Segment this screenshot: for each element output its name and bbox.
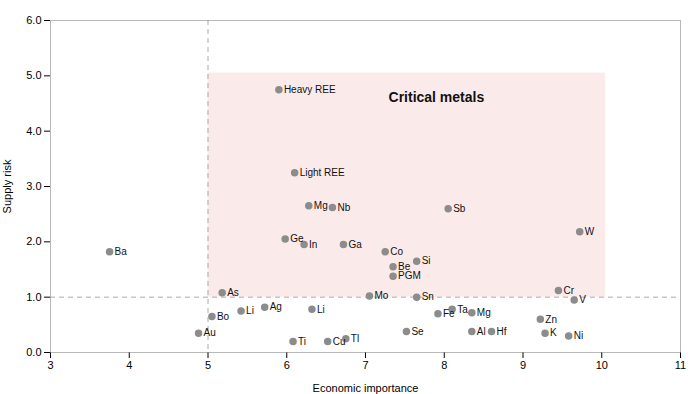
- svg-text:Ni: Ni: [574, 330, 583, 341]
- svg-text:Be: Be: [398, 260, 411, 272]
- svg-text:Co: Co: [390, 246, 403, 257]
- svg-text:Heavy REE: Heavy REE: [284, 84, 336, 95]
- svg-text:Ga: Ga: [348, 239, 362, 250]
- svg-text:Cu: Cu: [333, 336, 346, 347]
- svg-text:K: K: [550, 327, 557, 338]
- svg-text:Ba: Ba: [115, 246, 128, 257]
- svg-text:3.0: 3.0: [26, 180, 41, 192]
- svg-text:Bo: Bo: [217, 311, 230, 322]
- svg-text:Al: Al: [477, 326, 486, 337]
- svg-text:8: 8: [441, 359, 447, 371]
- svg-text:Li: Li: [317, 304, 325, 315]
- svg-text:Zn: Zn: [545, 314, 557, 325]
- svg-text:10: 10: [596, 359, 608, 371]
- svg-text:5: 5: [205, 359, 211, 371]
- svg-text:Light REE: Light REE: [300, 167, 345, 178]
- svg-text:Cr: Cr: [563, 285, 574, 296]
- svg-text:As: As: [227, 287, 239, 298]
- svg-text:Ge: Ge: [290, 233, 304, 244]
- svg-text:Mg: Mg: [477, 307, 491, 318]
- svg-text:Fe: Fe: [443, 308, 455, 319]
- svg-text:W: W: [585, 226, 595, 237]
- svg-text:Ag: Ag: [270, 301, 282, 312]
- svg-text:Ti: Ti: [298, 336, 306, 347]
- svg-text:Tl: Tl: [351, 333, 359, 344]
- svg-text:Nb: Nb: [337, 202, 350, 213]
- svg-text:Hf: Hf: [497, 326, 507, 337]
- svg-text:7: 7: [362, 359, 368, 371]
- svg-text:Critical metals: Critical metals: [389, 89, 485, 105]
- svg-text:Ta: Ta: [457, 304, 468, 315]
- svg-text:V: V: [579, 294, 586, 305]
- svg-text:3: 3: [47, 359, 53, 371]
- svg-text:4.0: 4.0: [26, 125, 41, 137]
- svg-text:PGM: PGM: [398, 270, 421, 281]
- svg-text:6.0: 6.0: [26, 14, 41, 26]
- svg-text:Si: Si: [422, 255, 431, 266]
- svg-text:1.0: 1.0: [26, 291, 41, 303]
- svg-text:In: In: [309, 239, 317, 250]
- svg-text:Mg: Mg: [314, 200, 328, 211]
- svg-text:Se: Se: [411, 326, 424, 337]
- svg-text:11: 11: [675, 359, 686, 371]
- svg-text:Sb: Sb: [453, 203, 466, 214]
- svg-text:2.0: 2.0: [26, 235, 41, 247]
- svg-text:9: 9: [520, 359, 526, 371]
- svg-text:Supply risk: Supply risk: [1, 159, 13, 213]
- svg-text:6: 6: [284, 359, 290, 371]
- svg-text:4: 4: [126, 359, 132, 371]
- svg-text:5.0: 5.0: [26, 69, 41, 81]
- svg-text:0.0: 0.0: [26, 346, 41, 358]
- svg-text:Mo: Mo: [374, 290, 388, 301]
- svg-text:Au: Au: [204, 327, 216, 338]
- svg-text:Li: Li: [246, 305, 254, 316]
- svg-text:Economic importance: Economic importance: [313, 382, 419, 394]
- svg-text:Sn: Sn: [422, 291, 434, 302]
